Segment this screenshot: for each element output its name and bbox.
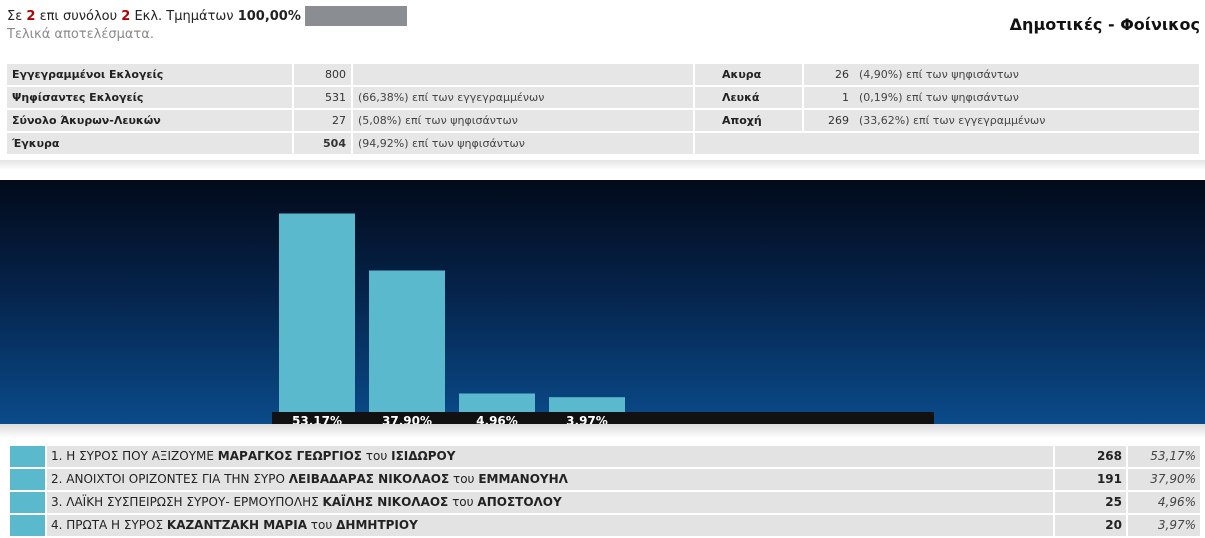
status-text-3: Εκλ. Τμημάτων: [134, 8, 234, 24]
result-father-name: ΕΜΜΑΝΟΥΗΛ: [478, 472, 568, 486]
result-candidate: ΜΑΡΑΓΚΟΣ ΓΕΩΡΓΙΟΣ: [217, 449, 362, 463]
chart-bar-2: [369, 270, 445, 412]
valid-label: Έγκυρα: [7, 133, 292, 154]
result-row: 1. Η ΣΥΡΟΣ ΠΟΥ ΑΞΙΖΟΥΜΕ ΜΑΡΑΓΚΟΣ ΓΕΩΡΓΙΟ…: [10, 446, 1200, 467]
counting-status: Σε 2 επι συνόλου 2 Εκλ. Τμημάτων 100,00%: [7, 6, 407, 26]
result-row: 4. ΠΡΩΤΑ Η ΣΥΡΟΣ ΚΑΖΑΝΤΖΑΚΗ ΜΑΡΙΑ του ΔΗ…: [10, 515, 1200, 536]
valid-desc: (94,92%) επί των ψηφισάντων: [353, 133, 693, 154]
invalid-value: 26: [804, 64, 854, 85]
result-votes: 20: [1055, 515, 1126, 536]
result-color-swatch: [10, 492, 45, 513]
result-father-name: ΙΣΙΔΩΡΟΥ: [391, 449, 456, 463]
result-party: ΛΑΪΚΗ ΣΥΣΠΕΙΡΩΣΗ ΣΥΡΟΥ- ΕΡΜΟΥΠΟΛΗΣ: [66, 495, 323, 509]
results-list: 1. Η ΣΥΡΟΣ ΠΟΥ ΑΞΙΖΟΥΜΕ ΜΑΡΑΓΚΟΣ ΓΕΩΡΓΙΟ…: [10, 446, 1200, 538]
blank-value: 1: [804, 87, 854, 108]
chart-label-strip: [272, 412, 934, 424]
result-candidate: ΚΑΪΛΗΣ ΝΙΚΟΛΑΟΣ: [322, 495, 449, 509]
counted-percent: 100,00%: [237, 8, 301, 24]
result-rank: 3.: [51, 495, 67, 509]
stats-empty-cell: [695, 133, 1199, 154]
result-of: του: [449, 472, 479, 486]
registered-label: Εγγεγραμμένοι Εκλογείς: [7, 64, 292, 85]
statistics-table: Εγγεγραμμένοι Εκλογείς 800 Ψηφίσαντες Εκ…: [7, 64, 1199, 156]
page-title: Δημοτικές - Φοίνικος: [1009, 15, 1200, 34]
result-rank: 2.: [51, 472, 67, 486]
abstention-value: 269: [804, 110, 854, 131]
chart-label-4: 3,97%: [566, 414, 608, 424]
result-name: 1. Η ΣΥΡΟΣ ΠΟΥ ΑΞΙΖΟΥΜΕ ΜΑΡΑΓΚΟΣ ΓΕΩΡΓΙΟ…: [47, 446, 1053, 467]
invalid-blank-desc: (5,08%) επί των ψηφισάντων: [353, 110, 693, 131]
result-rank: 1.: [51, 449, 67, 463]
result-color-swatch: [10, 446, 45, 467]
result-percent: 4,96%: [1128, 492, 1200, 513]
status-text-1: Σε: [7, 8, 23, 24]
result-percent: 37,90%: [1128, 469, 1200, 490]
result-votes: 191: [1055, 469, 1126, 490]
result-name: 3. ΛΑΪΚΗ ΣΥΣΠΕΙΡΩΣΗ ΣΥΡΟΥ- ΕΡΜΟΥΠΟΛΗΣ ΚΑ…: [47, 492, 1053, 513]
registered-desc: [353, 64, 693, 85]
chart-label-2: 37,90%: [382, 414, 432, 424]
result-father-name: ΑΠΟΣΤΟΛΟΥ: [477, 495, 562, 509]
result-votes: 25: [1055, 492, 1126, 513]
counted-sections: 2: [26, 8, 36, 24]
result-color-swatch: [10, 515, 45, 536]
chart-label-1: 53,17%: [292, 414, 342, 424]
invalid-blank-label: Σύνολο Άκυρων-Λευκών: [7, 110, 292, 131]
result-name: 2. ΑΝΟΙΧΤΟΙ ΟΡΙΖΟΝΤΕΣ ΓΙΑ ΤΗΝ ΣΥΡΟ ΛΕΙΒΑ…: [47, 469, 1053, 490]
result-father-name: ΔΗΜΗΤΡΙΟΥ: [336, 518, 418, 532]
results-bar-chart: 53,17% 37,90% 4,96% 3,97%: [272, 213, 934, 424]
result-candidate: ΚΑΖΑΝΤΖΑΚΗ ΜΑΡΙΑ: [166, 518, 307, 532]
invalid-label: Ακυρα: [695, 64, 802, 85]
results-chart: 53,17% 37,90% 4,96% 3,97%: [0, 180, 1205, 424]
result-name: 4. ΠΡΩΤΑ Η ΣΥΡΟΣ ΚΑΖΑΝΤΖΑΚΗ ΜΑΡΙΑ του ΔΗ…: [47, 515, 1053, 536]
result-row: 2. ΑΝΟΙΧΤΟΙ ΟΡΙΖΟΝΤΕΣ ΓΙΑ ΤΗΝ ΣΥΡΟ ΛΕΙΒΑ…: [10, 469, 1200, 490]
result-row: 3. ΛΑΪΚΗ ΣΥΣΠΕΙΡΩΣΗ ΣΥΡΟΥ- ΕΡΜΟΥΠΟΛΗΣ ΚΑ…: [10, 492, 1200, 513]
invalid-blank-value: 27: [294, 110, 351, 131]
progress-bar-fill: [304, 6, 407, 26]
stats-shadow: [0, 160, 1205, 170]
progress-bar: [304, 6, 407, 26]
result-percent: 53,17%: [1128, 446, 1200, 467]
total-sections: 2: [121, 8, 131, 24]
status-text-2: επι συνόλου: [39, 8, 118, 24]
valid-value: 504: [294, 133, 351, 154]
result-candidate: ΛΕΙΒΑΔΑΡΑΣ ΝΙΚΟΛΑΟΣ: [288, 472, 450, 486]
result-color-swatch: [10, 469, 45, 490]
voted-value: 531: [294, 87, 351, 108]
chart-label-3: 4,96%: [476, 414, 518, 424]
result-votes: 268: [1055, 446, 1126, 467]
chart-bar-4: [549, 397, 625, 412]
registered-value: 800: [294, 64, 351, 85]
voted-label: Ψηφίσαντες Εκλογείς: [7, 87, 292, 108]
abstention-label: Αποχή: [695, 110, 802, 131]
abstention-desc: (33,62%) επί των εγγεγραμμένων: [854, 110, 1199, 131]
chart-shadow: [0, 424, 1205, 438]
chart-bar-1: [279, 213, 355, 412]
result-of: του: [361, 449, 392, 463]
invalid-desc: (4,90%) επί των ψηφισάντων: [854, 64, 1199, 85]
result-rank: 4.: [51, 518, 67, 532]
result-party: ΑΝΟΙΧΤΟΙ ΟΡΙΖΟΝΤΕΣ ΓΙΑ ΤΗΝ ΣΥΡΟ: [66, 472, 289, 486]
result-party: ΠΡΩΤΑ Η ΣΥΡΟΣ: [66, 518, 167, 532]
result-of: του: [306, 518, 337, 532]
result-percent: 3,97%: [1128, 515, 1200, 536]
blank-desc: (0,19%) επί των ψηφισάντων: [854, 87, 1199, 108]
result-of: του: [448, 495, 478, 509]
result-party: Η ΣΥΡΟΣ ΠΟΥ ΑΞΙΖΟΥΜΕ: [66, 449, 218, 463]
voted-desc: (66,38%) επί των εγγεγραμμένων: [353, 87, 693, 108]
blank-label: Λευκά: [695, 87, 802, 108]
results-subtitle: Τελικά αποτελέσματα.: [7, 27, 154, 42]
chart-bar-3: [459, 393, 535, 412]
